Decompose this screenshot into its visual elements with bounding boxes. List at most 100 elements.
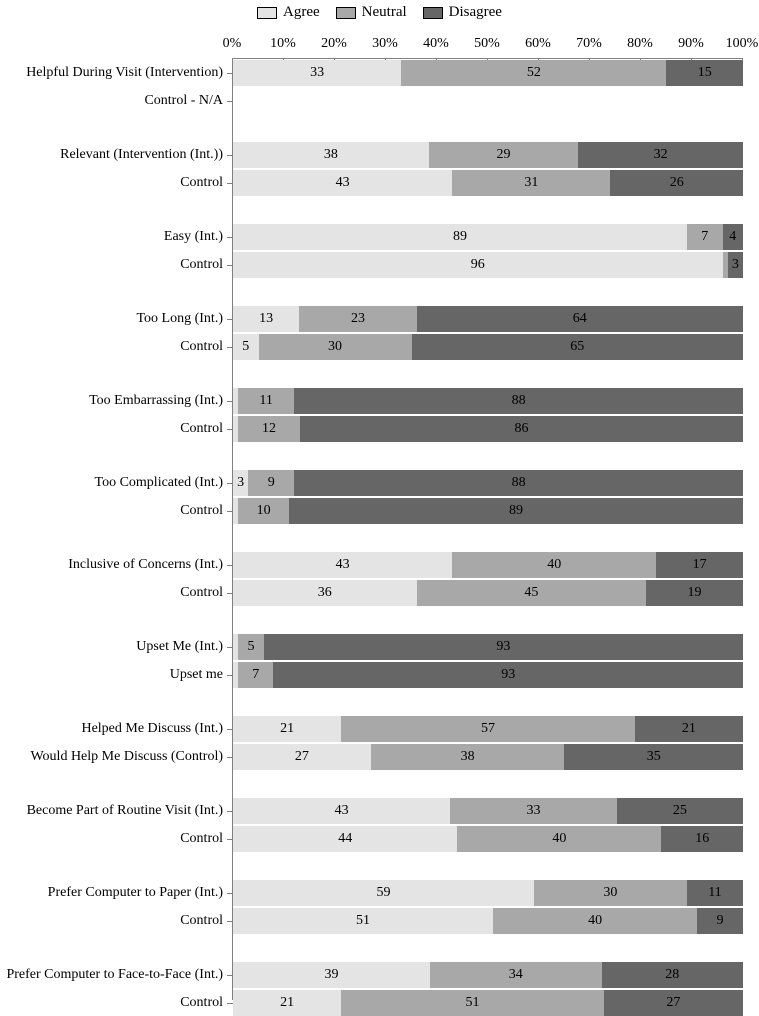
legend-item: Agree (257, 4, 320, 21)
bar-row: 393428 (233, 962, 743, 988)
bar-segment: 93 (273, 662, 743, 688)
row-label: Control (180, 257, 233, 273)
bar-row: 89 7 4 (233, 224, 743, 250)
bar-value-label: 34 (509, 967, 523, 983)
bar-value-label: 13 (259, 311, 273, 327)
bar-segment: 16 (661, 826, 743, 852)
bar-segment: 10 (238, 498, 289, 524)
bar-segment: 52 (401, 60, 666, 86)
y-tick (227, 101, 233, 102)
bar-value-label: 28 (665, 967, 679, 983)
x-tick-label: 10% (270, 36, 296, 52)
row-label: Prefer Computer to Paper (Int.) (48, 885, 233, 901)
bar-segment: 5 (238, 634, 264, 660)
bar-value-label: 12 (262, 421, 276, 437)
row-label: Helpful During Visit (Intervention) (26, 65, 233, 81)
bar-segment: 40 (493, 908, 697, 934)
bar-value-label: 93 (496, 639, 510, 655)
bar-value-label: 57 (481, 721, 495, 737)
bar-segment: 29 (429, 142, 578, 168)
bar-value-label: 4 (729, 229, 736, 245)
x-tick-label: 20% (321, 36, 347, 52)
bar-value-label: 15 (698, 65, 712, 81)
bar-value-label: 21 (280, 995, 294, 1011)
bar-value-label: 43 (336, 557, 350, 573)
bar-row: 21 51 27 (233, 990, 743, 1016)
bar-segment: 40 (452, 552, 656, 578)
bar-segment: 21 (635, 716, 743, 742)
x-tick-label: 40% (423, 36, 449, 52)
bar-value-label: 89 (453, 229, 467, 245)
bar-segment: 96 (233, 252, 723, 278)
bar-segment: 36 (233, 580, 417, 606)
bar-value-label: 88 (512, 475, 526, 491)
bar-segment: 30 (259, 334, 412, 360)
bar-segment: 65 (412, 334, 744, 360)
x-tick-label: 100% (726, 36, 759, 52)
bar-value-label: 89 (509, 503, 523, 519)
bar-segment: 34 (430, 962, 602, 988)
bar-row: 215721 (233, 716, 743, 742)
bar-segment: 44 (233, 826, 457, 852)
bar-value-label: 7 (252, 667, 259, 683)
bar-value-label: 27 (666, 995, 680, 1011)
bar-value-label: 3 (732, 257, 739, 273)
bar-segment: 27 (233, 744, 371, 770)
bar-row: 11 88 (233, 388, 743, 414)
bar-value-label: 30 (603, 885, 617, 901)
x-tick-label: 50% (474, 36, 500, 52)
bar-value-label: 33 (310, 65, 324, 81)
bar-value-label: 45 (524, 585, 538, 601)
bar-value-label: 31 (524, 175, 538, 191)
bar-value-label: 88 (512, 393, 526, 409)
bar-segment: 11 (238, 388, 294, 414)
bar-value-label: 59 (376, 885, 390, 901)
bar-value-label: 7 (701, 229, 708, 245)
bar-value-label: 86 (514, 421, 528, 437)
row-label: Control (180, 339, 233, 355)
bar-value-label: 35 (647, 749, 661, 765)
bar-row: 44 40 16 (233, 826, 743, 852)
x-tick-label: 80% (627, 36, 653, 52)
bar-row: 5 93 (233, 634, 743, 660)
bar-row: 382932 (233, 142, 743, 168)
bar-row: 51409 (233, 908, 743, 934)
bar-segment: 40 (457, 826, 661, 852)
bar-value-label: 36 (318, 585, 332, 601)
x-tick-label: 30% (372, 36, 398, 52)
bar-value-label: 44 (338, 831, 352, 847)
bar-value-label: 38 (324, 147, 338, 163)
x-tick-label: 0% (223, 36, 242, 52)
bar-segment: 25 (617, 798, 743, 824)
bar-segment: 7 (687, 224, 723, 250)
bar-value-label: 29 (496, 147, 510, 163)
bar-segment: 43 (233, 552, 452, 578)
bar-segment: 9 (248, 470, 294, 496)
x-tick-label: 60% (525, 36, 551, 52)
bar-row: 433325 (233, 798, 743, 824)
bar-segment: 89 (289, 498, 743, 524)
bar-value-label: 38 (461, 749, 475, 765)
bar-segment: 31 (452, 170, 610, 196)
bar-row: 96 3 (233, 252, 743, 278)
bar-segment: 35 (564, 744, 743, 770)
bar-value-label: 93 (501, 667, 515, 683)
bar-value-label: 64 (573, 311, 587, 327)
bar-segment: 21 (233, 990, 341, 1016)
bar-row: 10 89 (233, 498, 743, 524)
plot-area: Helpful During Visit (Intervention)33521… (232, 58, 743, 1000)
bar-row: 33 52 15 (233, 60, 743, 86)
bar-value-label: 21 (682, 721, 696, 737)
bar-segment: 43 (233, 798, 450, 824)
bar-row: 434017 (233, 552, 743, 578)
row-label: Control (180, 585, 233, 601)
bar-segment: 3 (728, 252, 743, 278)
bar-value-label: 51 (356, 913, 370, 929)
bar-segment: 4 (723, 224, 743, 250)
bar-segment: 11 (687, 880, 743, 906)
bar-value-label: 9 (268, 475, 275, 491)
bar-segment: 86 (300, 416, 743, 442)
bar-value-label: 16 (695, 831, 709, 847)
row-label: Control (180, 421, 233, 437)
bar-value-label: 51 (466, 995, 480, 1011)
